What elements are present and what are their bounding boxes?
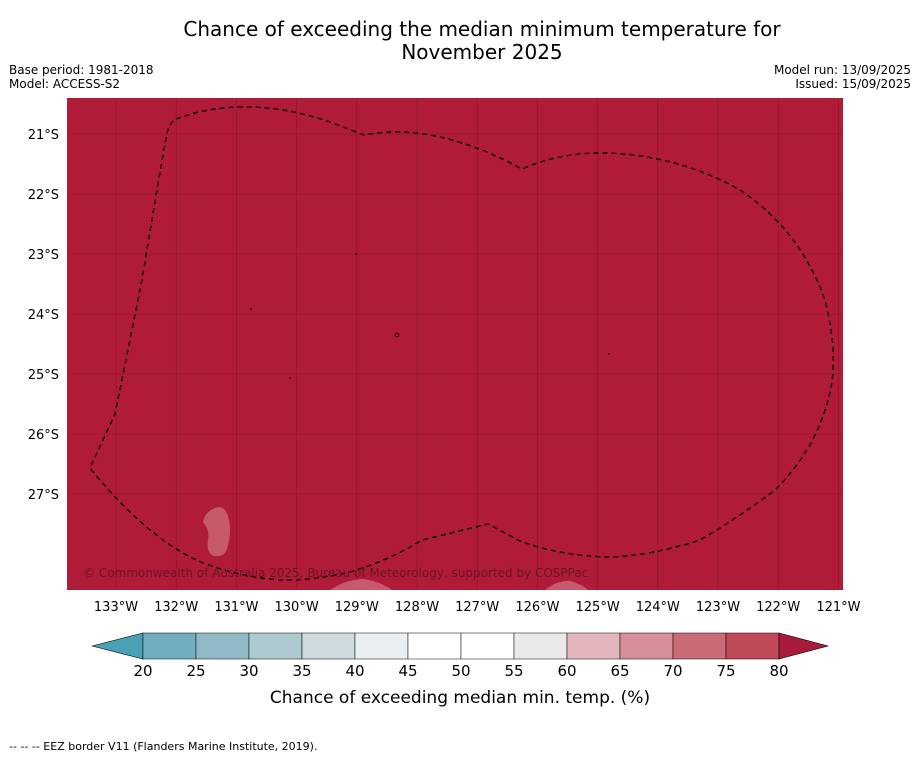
model-name: Model: ACCESS-S2 <box>9 77 121 91</box>
latitude-label: 27°S <box>28 488 59 503</box>
longitude-label: 131°W <box>214 600 258 615</box>
colorbar-segment <box>460 632 515 660</box>
colorbar-under-arrow <box>91 632 144 660</box>
longitude-label: 126°W <box>515 600 559 615</box>
copyright-notice: © Commonwealth of Australia 2025, Bureau… <box>83 566 588 580</box>
longitude-label: 132°W <box>154 600 198 615</box>
latitude-label: 26°S <box>28 428 59 443</box>
longitude-label: 121°W <box>816 600 860 615</box>
colorbar-tick-label: 80 <box>769 662 788 680</box>
colorbar-tick-label: 75 <box>716 662 735 680</box>
colorbar: 20 25 30 35 40 45 50 55 60 65 70 75 80 <box>91 632 830 680</box>
latitude-label: 22°S <box>28 188 59 203</box>
colorbar-tick-label: 20 <box>133 662 152 680</box>
base-info: Base period: 1981-2018 Model: ACCESS-S2 <box>9 63 154 91</box>
title-line-1: Chance of exceeding the median minimum t… <box>183 17 781 41</box>
longitude-label: 129°W <box>335 600 379 615</box>
colorbar-segment <box>619 632 674 660</box>
colorbar-segment <box>513 632 568 660</box>
island-marker <box>289 377 291 379</box>
colorbar-tick-label: 45 <box>398 662 417 680</box>
latitude-label: 23°S <box>28 248 59 263</box>
colorbar-segment <box>301 632 356 660</box>
colorbar-tick-label: 55 <box>504 662 523 680</box>
island-marker <box>250 308 252 310</box>
colorbar-tick-label: 50 <box>451 662 470 680</box>
lighter-patch-west <box>203 507 230 557</box>
colorbar-tick-label: 35 <box>292 662 311 680</box>
lighter-patch-south-east <box>545 580 588 590</box>
colorbar-segment <box>725 632 780 660</box>
island-marker <box>608 353 610 355</box>
colorbar-tick-label: 65 <box>610 662 629 680</box>
latitude-label: 25°S <box>28 368 59 383</box>
colorbar-over-arrow <box>778 632 830 660</box>
island-marker <box>394 332 400 338</box>
latitude-label: 24°S <box>28 308 59 323</box>
forecast-map: © Commonwealth of Australia 2025, Bureau… <box>28 98 861 708</box>
longitude-label: 123°W <box>696 600 740 615</box>
colorbar-segment <box>195 632 250 660</box>
graticule <box>67 98 843 590</box>
latitude-labels: 21°S 22°S 23°S 24°S 25°S 26°S 27°S <box>28 128 59 503</box>
longitude-label: 127°W <box>455 600 499 615</box>
colorbar-tick-label: 30 <box>239 662 258 680</box>
longitude-label: 122°W <box>756 600 800 615</box>
longitude-label: 130°W <box>275 600 319 615</box>
colorbar-segment <box>354 632 409 660</box>
colorbar-segment <box>142 632 197 660</box>
colorbar-segment <box>407 632 462 660</box>
run-info: Model run: 13/09/2025 Issued: 15/09/2025 <box>774 63 911 91</box>
colorbar-label: Chance of exceeding median min. temp. (%… <box>270 688 650 708</box>
lighter-patch-south-center <box>330 579 392 590</box>
colorbar-tick-label: 70 <box>663 662 682 680</box>
model-run: Model run: 13/09/2025 <box>773 63 911 77</box>
longitude-label: 133°W <box>94 600 138 615</box>
eez-source-note: -- -- -- EEZ border V11 (Flanders Marine… <box>9 740 318 753</box>
longitude-label: 124°W <box>636 600 680 615</box>
map-panel <box>67 98 843 590</box>
map-title: Chance of exceeding the median minimum t… <box>0 18 919 64</box>
longitude-labels: 133°W 132°W 131°W 130°W 129°W 128°W 127°W 126°W… <box>94 600 861 615</box>
longitude-label: 128°W <box>395 600 439 615</box>
eez-border <box>89 106 835 581</box>
colorbar-tick-label: 60 <box>557 662 576 680</box>
base-period: Base period: 1981-2018 <box>9 63 154 77</box>
latitude-label: 21°S <box>28 128 59 143</box>
colorbar-segment <box>672 632 727 660</box>
island-marker <box>355 253 357 255</box>
colorbar-segment <box>248 632 303 660</box>
issued-date: Issued: 15/09/2025 <box>795 77 911 91</box>
colorbar-tick-label: 40 <box>345 662 364 680</box>
longitude-label: 125°W <box>576 600 620 615</box>
title-line-2: November 2025 <box>401 40 563 64</box>
colorbar-tick-label: 25 <box>186 662 205 680</box>
colorbar-segment <box>566 632 621 660</box>
